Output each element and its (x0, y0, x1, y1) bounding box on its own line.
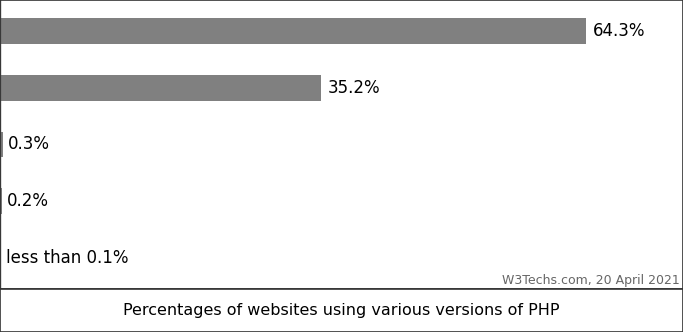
Bar (0, 132, 3, 157)
Bar (0, 75, 320, 101)
Bar (0, 18, 585, 44)
Text: 0.2%: 0.2% (8, 192, 49, 210)
Text: Percentages of websites using various versions of PHP: Percentages of websites using various ve… (123, 303, 560, 318)
Text: less than 0.1%: less than 0.1% (6, 249, 128, 267)
Text: 0.3%: 0.3% (8, 135, 50, 153)
Text: 64.3%: 64.3% (593, 22, 645, 40)
Bar (0, 188, 2, 214)
Text: W3Techs.com, 20 April 2021: W3Techs.com, 20 April 2021 (502, 274, 680, 287)
Text: 35.2%: 35.2% (328, 79, 380, 97)
